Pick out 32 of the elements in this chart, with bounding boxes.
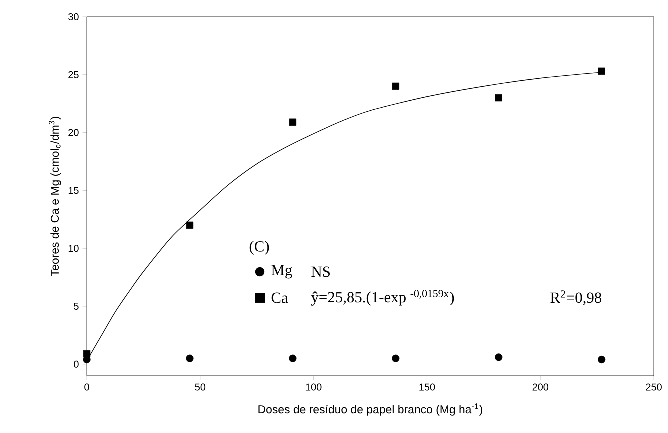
point (495, 354, 503, 362)
point (392, 82, 400, 90)
y-tick-label: 30 (68, 13, 79, 21)
x-axis-title: Doses de resíduo de papel branco (Mg ha$^{-1}$) (258, 404, 483, 416)
x-tick-label: 100 (306, 384, 322, 391)
point (598, 356, 606, 364)
point (289, 354, 297, 362)
point (392, 354, 400, 362)
y-tick-label: 25 (68, 71, 79, 78)
x-tick-label: 250 (646, 384, 662, 391)
point (186, 222, 194, 230)
y-tick-label: 20 (68, 129, 79, 136)
legend-label: Ca (272, 292, 288, 304)
y-tick-label: 5 (74, 303, 79, 310)
annotation: R$^{2}$=0,98 (550, 290, 602, 306)
x-tick-label: 150 (420, 384, 436, 391)
point (83, 350, 91, 358)
point (289, 118, 297, 126)
y-tick-label: 10 (68, 245, 79, 252)
annotation: (C) (250, 240, 270, 255)
annotation: ŷ=25,85.(1-exp $^{-0,0159x}$) (311, 290, 454, 306)
y-tick-label: 0 (74, 360, 79, 368)
annotation: NS (312, 266, 330, 278)
y-tick-label: 15 (68, 187, 79, 194)
x-tick-label: 50 (195, 384, 206, 391)
x-tick-label: 0 (84, 384, 90, 391)
x-tick-label: 200 (532, 384, 549, 391)
y-axis-title: Teores de Ca e Mg (cmol$_{c}$/dm$^{3}$) (49, 117, 62, 276)
point (495, 94, 502, 102)
legend-label: Mg (272, 265, 292, 279)
point (186, 354, 194, 362)
point (598, 68, 606, 76)
